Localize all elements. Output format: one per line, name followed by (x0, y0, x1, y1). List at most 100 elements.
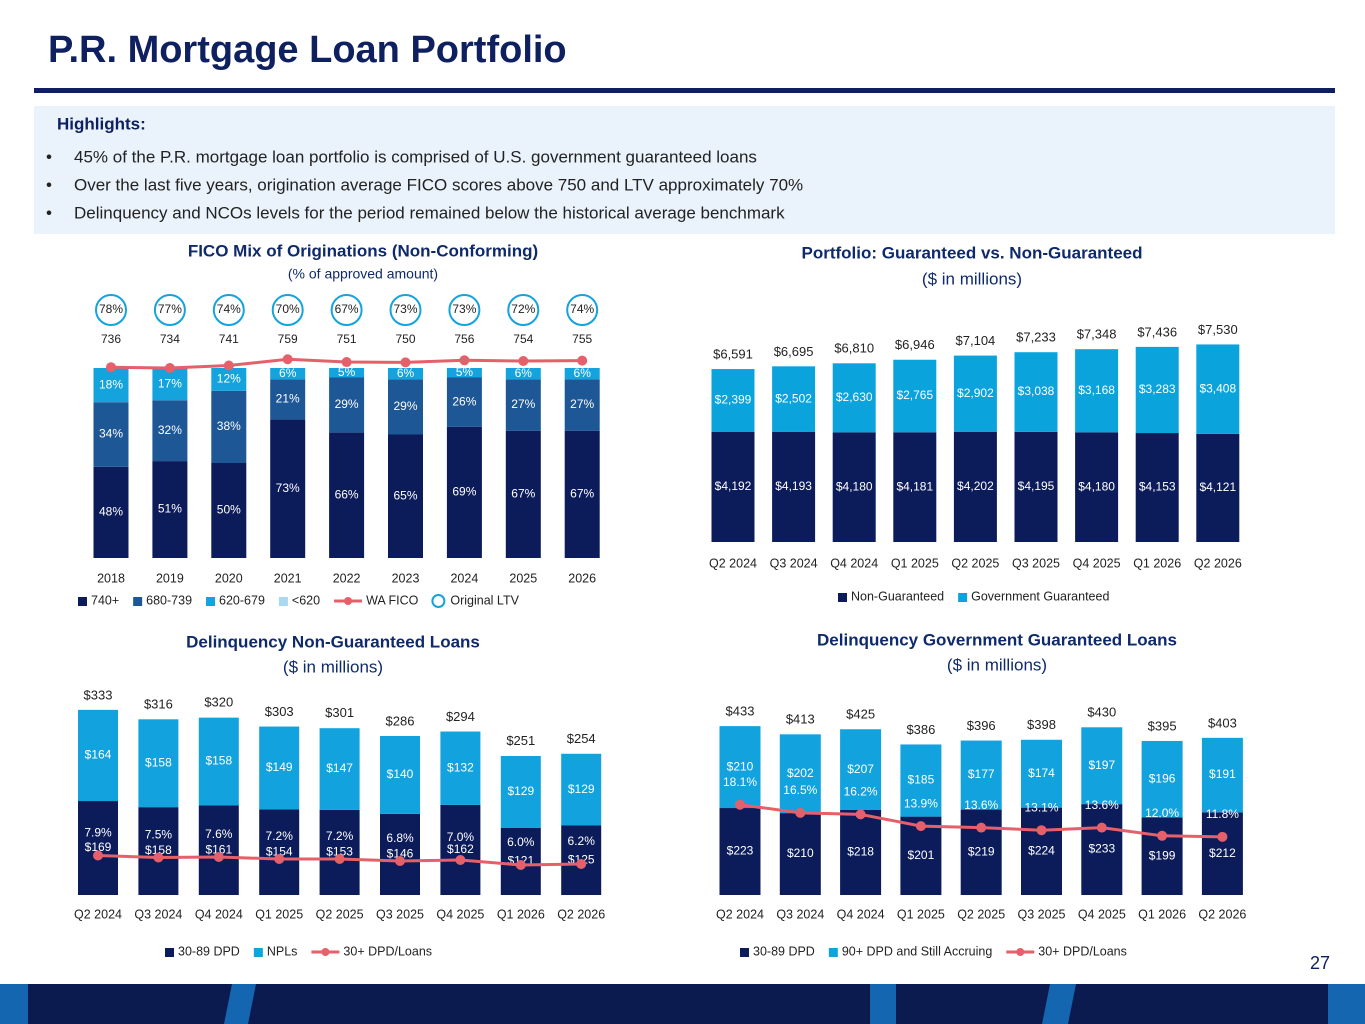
bar-segment (388, 434, 423, 558)
bar-value-label: $169 (85, 840, 112, 854)
x-tick-label: Q2 2025 (957, 907, 1005, 921)
bar-segment (840, 729, 882, 810)
bar-segment (446, 368, 482, 378)
legend-marker (431, 594, 446, 608)
ltv-label: 74% (217, 302, 241, 316)
bar-segment (138, 719, 179, 808)
x-tick-label: Q3 2025 (1012, 556, 1060, 570)
total-label: $6,695 (774, 344, 814, 359)
legend-point (1016, 948, 1025, 956)
bar-segment (564, 379, 600, 431)
line-point (1217, 831, 1228, 842)
bar-value-label: $177 (968, 767, 995, 781)
ltv-marker (212, 294, 245, 326)
x-tick-label: Q2 2026 (1198, 907, 1246, 921)
x-tick-label: Q3 2024 (134, 907, 182, 921)
bar-value-label: 73% (276, 481, 300, 495)
title-rule (34, 88, 1335, 93)
bar-value-label: $153 (326, 845, 353, 859)
line-point (400, 357, 411, 368)
x-tick-label: Q2 2024 (709, 556, 757, 570)
x-tick-label: 2026 (568, 571, 596, 585)
x-tick-label: Q2 2025 (951, 556, 999, 570)
total-label: $7,104 (956, 333, 996, 348)
bar-segment (259, 809, 300, 895)
bar-value-label: $223 (727, 844, 754, 858)
total-label: $413 (786, 711, 815, 726)
bar-segment (319, 809, 360, 895)
bar-value-label: $207 (847, 762, 874, 776)
bar-segment (1141, 817, 1183, 895)
bar-value-label: 17% (158, 376, 182, 390)
bar-value-label: $199 (1149, 848, 1176, 862)
line-value-label: 13.1% (1024, 800, 1058, 814)
bar-segment (78, 709, 118, 802)
bar-segment (1075, 432, 1119, 542)
footer-accent (224, 984, 256, 1024)
total-label: $430 (1087, 705, 1116, 720)
line-value-label: 13.9% (904, 796, 938, 810)
highlights-box (34, 106, 1335, 234)
bar-segment (564, 430, 600, 558)
x-tick-label: Q2 2024 (74, 907, 122, 921)
bar-value-label: $2,630 (836, 390, 873, 404)
bar-segment (440, 804, 481, 895)
legend-label: 30+ DPD/Loans (1038, 944, 1127, 958)
line-point (855, 809, 866, 820)
bar-value-label: 48% (99, 505, 123, 519)
total-label: $6,946 (895, 337, 935, 352)
bar-value-label: 29% (393, 399, 417, 413)
legend-swatch (828, 948, 838, 957)
line-value-label: 16.5% (783, 783, 817, 797)
x-tick-label: Q3 2025 (1018, 907, 1066, 921)
bar-segment (953, 431, 997, 542)
bar-segment (1075, 349, 1119, 433)
legend-swatch (278, 597, 288, 606)
bar-segment (505, 430, 541, 558)
line-point (153, 852, 164, 863)
total-label: $333 (84, 687, 113, 702)
highlight-item: Delinquency and NCOs levels for the peri… (74, 203, 785, 222)
bar-value-label: $201 (908, 848, 935, 862)
highlight-item: Over the last five years, origination av… (74, 175, 803, 194)
bar-value-label: 6% (574, 366, 592, 380)
legend-label: 30+ DPD/Loans (343, 944, 432, 958)
highlights-title: Highlights: (57, 114, 146, 133)
bar-segment (78, 801, 118, 895)
bar-segment (1021, 807, 1062, 895)
line-point (106, 362, 116, 373)
ltv-marker (153, 294, 186, 326)
bar-segment (93, 368, 129, 403)
bar-segment (198, 717, 239, 806)
legend-label: WA FICO (366, 593, 419, 607)
x-tick-label: Q2 2026 (557, 907, 605, 921)
legend-swatch (740, 948, 749, 957)
bullet: • (46, 175, 52, 194)
line-value-label: 7.5% (145, 828, 173, 842)
bar-value-label: $4,180 (1078, 479, 1115, 493)
x-tick-label: Q3 2024 (770, 556, 818, 570)
total-label: $294 (446, 709, 475, 724)
line-value-label: 7.6% (205, 827, 233, 841)
x-tick-label: Q4 2024 (830, 556, 878, 570)
bar-value-label: $4,202 (957, 479, 994, 493)
total-label: $403 (1208, 715, 1237, 730)
legend-swatch (133, 597, 143, 606)
bar-value-label: $2,502 (775, 391, 812, 405)
bar-segment (900, 744, 942, 817)
bar-value-label: 34% (99, 427, 123, 441)
legend-swatch (165, 948, 174, 957)
total-label: $398 (1027, 717, 1056, 732)
bar-value-label: 67% (570, 487, 594, 501)
bar-segment (1196, 344, 1240, 434)
line-point (223, 360, 234, 371)
bar-segment (259, 726, 300, 810)
bar-segment (893, 359, 937, 433)
bar-segment (564, 368, 600, 380)
line-value-label: 16.2% (844, 785, 878, 799)
legend-label: 620-679 (219, 593, 265, 607)
bar-value-label: $132 (447, 760, 474, 774)
line-value-label: 13.6% (964, 798, 998, 812)
bar-segment (270, 379, 306, 420)
bar-segment (772, 366, 816, 432)
